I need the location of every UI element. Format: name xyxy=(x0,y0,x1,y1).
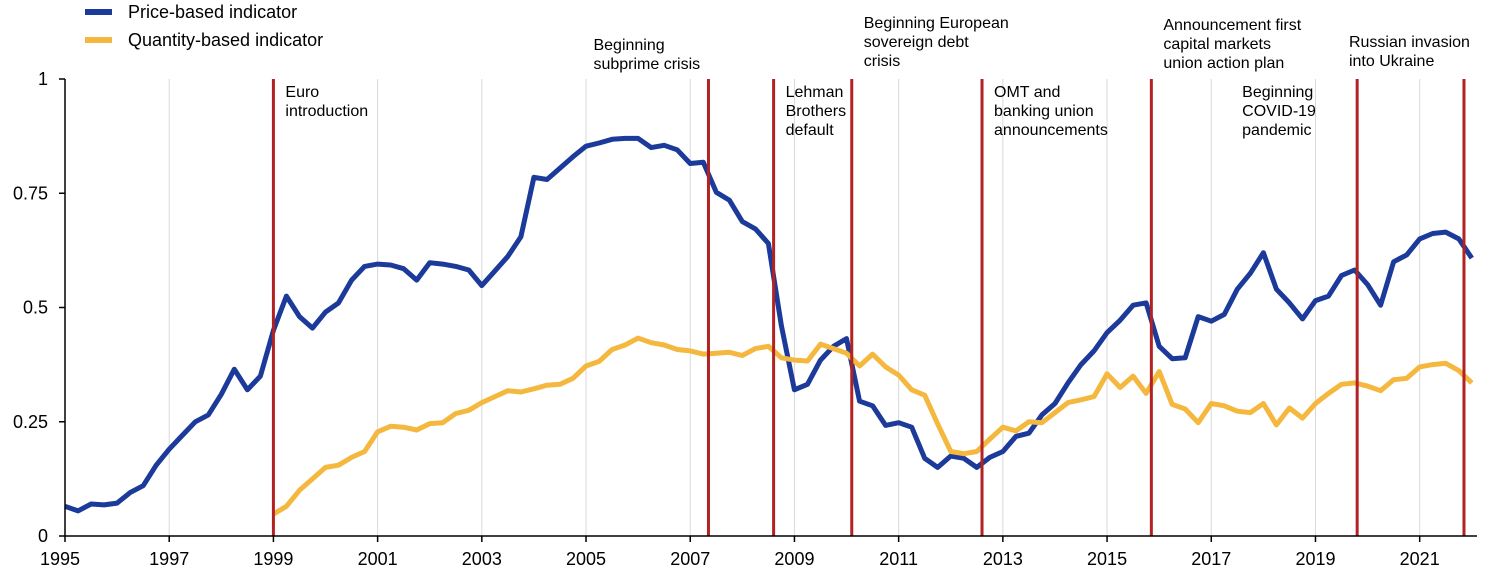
series-lines xyxy=(64,135,1474,517)
event-label: default xyxy=(786,122,835,139)
event-label: Beginning xyxy=(1242,84,1313,101)
event-label: introduction xyxy=(285,103,368,120)
legend-label: Price-based indicator xyxy=(128,2,297,22)
y-tick-label: 0 xyxy=(38,526,48,546)
y-tick-label: 1 xyxy=(38,69,48,89)
event-label: Beginning xyxy=(593,37,664,54)
event-label: Euro xyxy=(285,84,319,101)
event-label: announcements xyxy=(994,122,1108,139)
x-tick-label: 2013 xyxy=(983,549,1023,569)
x-tick-label: 2007 xyxy=(670,549,710,569)
event-label: COVID-19 xyxy=(1242,103,1316,120)
series-line-price xyxy=(64,135,1474,514)
event-label: subprime crisis xyxy=(593,56,700,73)
event-label: Brothers xyxy=(786,103,846,120)
x-tick-label: 2001 xyxy=(358,549,398,569)
x-tick-label: 1997 xyxy=(149,549,189,569)
x-tick-label: 1999 xyxy=(253,549,293,569)
event-label: capital markets xyxy=(1163,36,1271,53)
y-tick-label: 0.75 xyxy=(13,183,48,203)
grid-lines xyxy=(168,79,1421,536)
x-tick-label: 2009 xyxy=(774,549,814,569)
x-tick-label: 2017 xyxy=(1191,549,1231,569)
event-markers: Euro introduction Beginning subprime crisis… xyxy=(271,15,1470,536)
event-label: crisis xyxy=(864,53,900,70)
x-tick-label: 2011 xyxy=(879,549,918,569)
event-label: Beginning European xyxy=(864,15,1009,32)
event-label: into Ukraine xyxy=(1349,53,1434,70)
event-label: banking union xyxy=(994,103,1094,120)
y-tick-label: 0.25 xyxy=(13,412,48,432)
legend: Price-based indicator Quantity-based indi… xyxy=(85,2,323,50)
event-label: Lehman xyxy=(786,84,844,101)
event-label: pandemic xyxy=(1242,122,1311,139)
series-line-quantity xyxy=(272,335,1474,517)
event-label: sovereign debt xyxy=(864,34,970,51)
x-tick-label: 2003 xyxy=(462,549,502,569)
x-tick-label: 2021 xyxy=(1400,549,1440,569)
event-label: union action plan xyxy=(1163,55,1284,72)
x-tick-label: 2019 xyxy=(1295,549,1335,569)
event-label: Russian invasion xyxy=(1349,34,1470,51)
event-label: OMT and xyxy=(994,84,1060,101)
x-tick-label: 1995 xyxy=(40,549,80,569)
y-tick-label: 0.5 xyxy=(23,298,48,318)
x-tick-label: 2005 xyxy=(566,549,606,569)
legend-label: Quantity-based indicator xyxy=(128,30,323,50)
axes: 0 0.25 0.5 0.75 1 1995 1997 1999 2001 2003 2005 200… xyxy=(13,69,1477,569)
x-tick-label: 2015 xyxy=(1087,549,1127,569)
event-label: Announcement first xyxy=(1163,17,1301,34)
